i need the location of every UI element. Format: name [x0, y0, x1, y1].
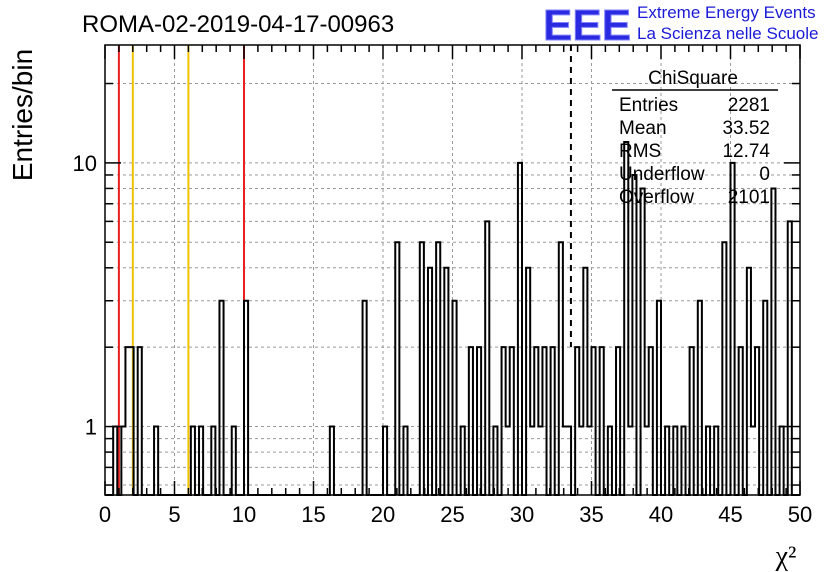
- x-tick-labels: 0 5 10 15 20 25 30 35 40 45 50: [99, 502, 812, 527]
- logo-line-2: La Scienza nelle Scuole: [637, 24, 818, 43]
- stats-row-label: RMS: [619, 141, 661, 162]
- axis-ticks: [104, 45, 801, 495]
- stats-title: ChiSquare: [648, 68, 738, 89]
- x-tick-label: 35: [579, 502, 603, 527]
- x-tick-label: 40: [649, 502, 673, 527]
- x-axis-title: χ²: [775, 541, 797, 572]
- x-tick-label: 0: [99, 502, 111, 527]
- histogram-step-line: [105, 141, 800, 496]
- x-tick-label: 45: [718, 502, 742, 527]
- stats-row-label: Overflow: [619, 187, 694, 208]
- x-tick-label: 50: [788, 502, 812, 527]
- stats-row-label: Underflow: [619, 164, 705, 185]
- stats-box: ChiSquare Entries 2281 Mean 33.52 RMS 12.74 Un…: [612, 68, 778, 208]
- x-tick-label: 15: [301, 502, 325, 527]
- x-tick-label: 30: [510, 502, 534, 527]
- logo-line-1: Extreme Energy Events: [637, 3, 816, 22]
- stats-row-label: Mean: [619, 118, 667, 139]
- y-tick-labels: 1 10: [73, 151, 97, 440]
- stats-row-value: 2281: [728, 95, 770, 116]
- y-tick-label: 10: [73, 151, 97, 176]
- x-tick-label: 10: [232, 502, 256, 527]
- stats-row-value: 0: [759, 164, 770, 185]
- y-tick-label: 1: [85, 415, 97, 440]
- y-axis-title: Entries/bin: [7, 49, 38, 181]
- x-tick-label: 5: [168, 502, 180, 527]
- stats-row-label: Entries: [619, 95, 678, 116]
- eee-logo-mark: EEE: [543, 1, 631, 50]
- x-tick-label: 25: [440, 502, 464, 527]
- run-title: ROMA-02-2019-04-17-00963: [82, 11, 394, 38]
- stats-row-value: 12.74: [722, 141, 770, 162]
- x-tick-label: 20: [371, 502, 395, 527]
- stats-row-value: 2101: [728, 187, 770, 208]
- stats-row-value: 33.52: [722, 118, 770, 139]
